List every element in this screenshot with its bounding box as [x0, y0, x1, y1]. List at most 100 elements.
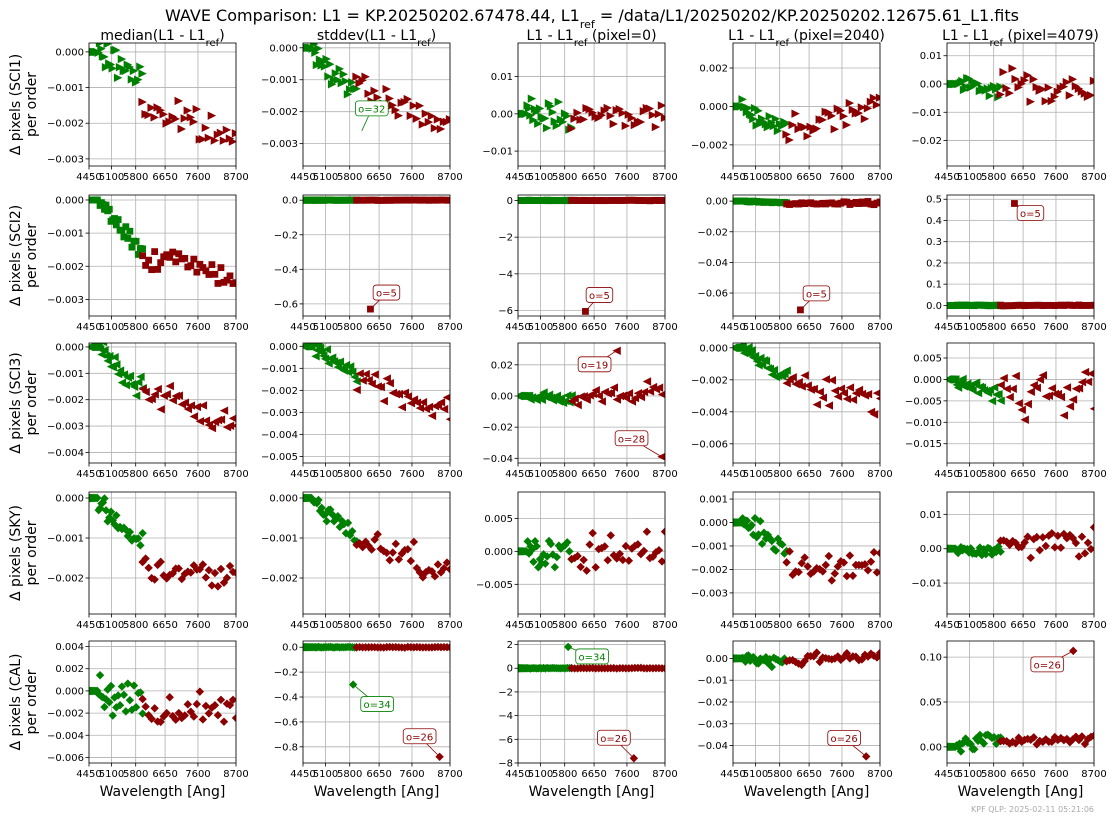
- data-point-green: [129, 382, 139, 392]
- data-point-red: [175, 250, 183, 258]
- data-point-red: [208, 261, 216, 269]
- data-point-red: [213, 582, 223, 591]
- x-tick-label: 8700: [223, 769, 248, 780]
- y-tick-label: −0.002: [47, 395, 84, 406]
- x-tick-label: 6650: [1010, 620, 1035, 631]
- axes-frame: [517, 42, 666, 167]
- data-point-red: [800, 553, 809, 562]
- data-point-green: [763, 530, 773, 540]
- data-point-green: [106, 681, 116, 691]
- data-point-green: [100, 343, 108, 347]
- data-point-red: [181, 255, 189, 262]
- data-point-green: [108, 711, 117, 720]
- data-point-red: [219, 406, 229, 415]
- x-tick-label: 4450: [934, 172, 959, 183]
- data-point-red: [661, 196, 665, 204]
- data-point-red: [1035, 545, 1044, 555]
- data-point-red: [216, 564, 226, 574]
- data-point-red: [156, 557, 165, 567]
- data-point-green: [522, 547, 531, 556]
- data-point-red: [427, 111, 437, 121]
- data-point-green: [320, 510, 330, 519]
- x-tick-label: 6650: [1010, 172, 1035, 183]
- y-tick-label: −0.2: [274, 668, 298, 679]
- data-point-green: [780, 549, 789, 558]
- x-tick-label: 7600: [1043, 322, 1068, 333]
- data-point-green: [124, 235, 132, 242]
- y-tick-label: −0.02: [482, 423, 513, 434]
- y-tick-label: −0.002: [261, 574, 298, 585]
- y-tick-label: 0.000: [55, 686, 84, 697]
- y-tick-label: 0.000: [269, 43, 298, 54]
- data-point-red: [436, 124, 446, 134]
- data-point-red: [618, 108, 628, 118]
- data-point-green: [129, 66, 139, 76]
- data-point-red: [150, 575, 159, 584]
- data-point-green: [563, 391, 572, 400]
- y-tick-label: −0.2: [274, 230, 298, 241]
- data-point-red: [222, 573, 232, 583]
- data-point-red: [424, 117, 434, 127]
- data-point-red: [379, 396, 388, 406]
- data-point-red: [609, 383, 618, 392]
- data-point-red: [187, 262, 195, 270]
- x-tick-label: 5100: [528, 172, 553, 183]
- x-tick-label: 7600: [399, 620, 424, 631]
- data-point-green: [523, 537, 532, 546]
- row-label: Δ pixels (SCI2) per order: [8, 205, 40, 307]
- data-point-green: [113, 691, 123, 700]
- x-tick-label: 6650: [796, 620, 821, 631]
- data-point-red: [1086, 91, 1094, 100]
- data-point-green: [108, 516, 117, 525]
- data-point-red: [576, 562, 585, 572]
- data-point-green: [953, 548, 963, 558]
- y-tick-label: −0.002: [261, 386, 298, 397]
- data-point-red: [145, 256, 153, 264]
- x-tick-label: 7600: [1043, 469, 1068, 480]
- x-tick-label: 5100: [313, 620, 338, 631]
- data-point-red: [367, 379, 376, 388]
- data-point-red: [358, 376, 367, 385]
- data-point-red: [1080, 367, 1090, 377]
- data-point-red: [205, 271, 213, 278]
- x-tick-label: 7600: [1043, 769, 1068, 780]
- data-point-red: [445, 643, 450, 652]
- y-tick-label: −0.002: [691, 375, 728, 386]
- data-point-green: [956, 747, 966, 756]
- y-tick-label: 0.00: [706, 197, 728, 208]
- data-point-green: [317, 503, 326, 513]
- data-point-green: [337, 516, 347, 525]
- data-point-green: [119, 690, 129, 700]
- data-point-red: [211, 270, 219, 278]
- data-point-red: [606, 111, 615, 121]
- data-point-green: [126, 227, 134, 235]
- x-tick-label: 4450: [76, 469, 101, 480]
- x-tick-label: 5100: [957, 769, 982, 780]
- data-point-red: [785, 135, 794, 145]
- data-point-red: [201, 701, 211, 711]
- data-point-green: [121, 380, 131, 390]
- x-tick-label: 8700: [652, 172, 677, 183]
- data-point-red: [1065, 530, 1075, 540]
- data-point-red: [845, 551, 855, 560]
- x-tick-label: 7600: [829, 322, 854, 333]
- y-tick-label: −0.015: [905, 439, 942, 450]
- svg-text:o=34: o=34: [364, 700, 391, 711]
- data-point-red: [654, 383, 664, 392]
- y-tick-label: 2: [507, 640, 513, 651]
- y-tick-label: −8: [498, 759, 513, 770]
- data-point-green: [112, 221, 120, 229]
- data-point-red: [591, 385, 600, 395]
- data-point-red: [231, 713, 236, 723]
- data-point-green: [773, 126, 783, 136]
- data-point-green: [327, 510, 337, 519]
- data-point-green: [324, 72, 333, 81]
- data-point-green: [314, 495, 323, 505]
- y-tick-label: −0.002: [261, 107, 298, 118]
- data-point-red: [370, 370, 379, 379]
- data-point-red: [147, 573, 156, 583]
- axes-frame: [88, 194, 237, 317]
